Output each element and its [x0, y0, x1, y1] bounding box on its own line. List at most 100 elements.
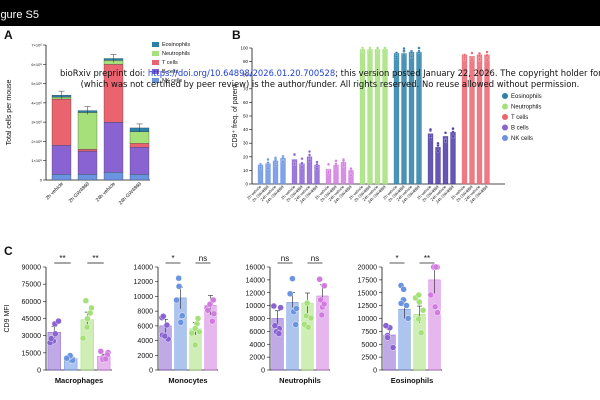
panel-b-point — [281, 156, 285, 160]
panel-c-point — [79, 334, 87, 342]
panel-b-point — [368, 50, 372, 54]
panel-a-letter: A — [4, 28, 13, 42]
panel-c-chart-macrophages: 0 15000 30000 45000 60000 75000 90000 CD9 MFI **… — [4, 254, 112, 385]
figure-label: igure S5 — [0, 9, 39, 21]
panel-a-y-tick-label: 0 — [40, 178, 43, 183]
panel-c-point — [403, 302, 410, 309]
panel-b-point — [349, 173, 353, 177]
panel-c-point — [434, 309, 441, 316]
panel-b-point — [334, 164, 338, 168]
panel-b-point — [327, 170, 330, 174]
panel-c-y-tick-label: 17500 — [358, 277, 378, 284]
panel-b-point — [315, 160, 319, 164]
panel-c-point — [286, 290, 294, 297]
panel-c-chart-neutrophils: 0 2000 4000 6000 8000 10000 12000 14000 16000 ns n… — [246, 254, 330, 385]
panel-c-sig-label: ns — [281, 254, 289, 263]
panel-b-point — [451, 127, 455, 130]
panel-c-point — [293, 305, 300, 312]
panel-c-point — [194, 315, 202, 322]
panel-b-point — [485, 58, 489, 62]
panel-c-point — [320, 300, 328, 308]
panel-c-sig-label: ** — [92, 254, 98, 263]
panel-c-sig-label: * — [171, 254, 174, 263]
panel-a-x-tick-label: 24h vehicle — [95, 181, 117, 203]
panel-b-y-tick-label: 70 — [243, 86, 249, 91]
panel-c-y-tick-label: 14000 — [134, 265, 154, 272]
panel-b-point — [308, 155, 311, 159]
panel-b-bar — [325, 168, 332, 185]
panel-a-x-tick-label: 2h GW4869 — [68, 181, 91, 204]
panel-a-legend-label: B cells — [162, 69, 178, 75]
panel-b-legend-label: T cells — [511, 115, 528, 121]
panel-b-point — [300, 165, 304, 169]
panel-b-legend-label: B cells — [511, 126, 529, 132]
panel-c-letter: C — [4, 244, 13, 258]
panel-b-point — [349, 167, 353, 171]
panel-c-point — [55, 317, 62, 325]
panel-c-point — [417, 329, 425, 337]
panel-a-bar-t-cells — [51, 98, 72, 146]
panel-c-point — [400, 286, 407, 293]
panel-c-point — [97, 348, 105, 355]
panel-b-point — [417, 51, 421, 54]
panel-b-point — [308, 150, 311, 153]
panel-a-chart: 0 1×10⁵ 2×10⁵ 3×10⁵ 4×10⁵ 5×10⁵ 6×10⁵ 7×10⁵ Tota… — [6, 42, 190, 206]
panel-c-point — [316, 276, 323, 283]
panel-a-legend-swatch — [152, 42, 159, 47]
panel-b-bar — [265, 163, 271, 185]
panel-b-point — [485, 50, 489, 54]
panel-a-legend-swatch — [152, 51, 159, 56]
panel-b-point — [402, 49, 406, 53]
panel-b-point — [266, 158, 270, 161]
panel-c-point — [163, 321, 171, 329]
panel-c-point — [206, 301, 214, 308]
panel-c-y-tick-label: 8000 — [137, 309, 153, 316]
panel-c-point — [431, 303, 439, 311]
panel-c-title: Eosinophils — [391, 376, 434, 385]
panel-b-legend-label: Eosinophils — [511, 94, 542, 100]
panel-b-point — [361, 48, 364, 52]
watermark-prefix: bioRxiv preprint doi: — [60, 68, 148, 78]
panel-c-y-tick-label: 45000 — [22, 316, 42, 323]
panel-c-point — [102, 355, 109, 363]
panel-c-y-tick-label: 10000 — [246, 303, 266, 310]
panel-b-point — [429, 134, 432, 138]
panel-b-point — [470, 51, 474, 55]
panel-c-y-tick-label: 8000 — [249, 316, 265, 323]
panel-b-legend-marker — [502, 135, 508, 141]
panel-b-y-tick-label: 20 — [243, 154, 249, 159]
panel-b-y-tick-label: 60 — [243, 100, 249, 105]
watermark-doi-link[interactable]: https://doi.org/10.64898/2026.01.20.7005… — [147, 68, 336, 78]
panel-b-point — [315, 163, 319, 166]
panel-a-y-tick-label: 4×10⁵ — [31, 100, 42, 105]
panel-c-y-tick-label: 4000 — [249, 342, 265, 349]
panel-a-bar-nk-cells — [103, 172, 124, 181]
panel-b-y-tick-label: 80 — [243, 73, 249, 78]
panel-c-y-tick-label: 2000 — [137, 353, 153, 360]
watermark-suffix: ; this version posted January 22, 2026. … — [335, 68, 600, 78]
panel-b-point — [463, 58, 466, 61]
panel-b-point — [334, 159, 338, 163]
panel-c-point — [175, 283, 183, 290]
panel-c-point — [210, 310, 218, 317]
panel-c-point — [389, 344, 397, 351]
panel-a-bar-t-cells — [77, 148, 98, 152]
panel-b-point — [410, 55, 413, 58]
panel-c-point — [192, 341, 199, 349]
panel-c-y-tick-label: 15000 — [22, 350, 42, 357]
panel-c-y-tick-label: 16000 — [246, 265, 266, 272]
panel-b-bar — [450, 132, 456, 185]
panel-c-point — [270, 302, 278, 310]
panel-c-y-tick-label: 4000 — [137, 338, 153, 345]
panel-a-y-axis-label: Total cells per mouse — [6, 80, 13, 146]
panel-b-point — [402, 54, 406, 58]
panel-b-point — [376, 50, 379, 54]
panel-c-point — [173, 296, 180, 304]
panel-b-point — [308, 158, 311, 162]
panel-b-point — [349, 169, 353, 173]
panel-c-y-tick-label: 6000 — [249, 329, 265, 336]
panel-c-y-tick-label: 60000 — [22, 299, 42, 306]
panel-a-legend-swatch — [152, 78, 159, 83]
panel-b-point — [308, 153, 311, 157]
